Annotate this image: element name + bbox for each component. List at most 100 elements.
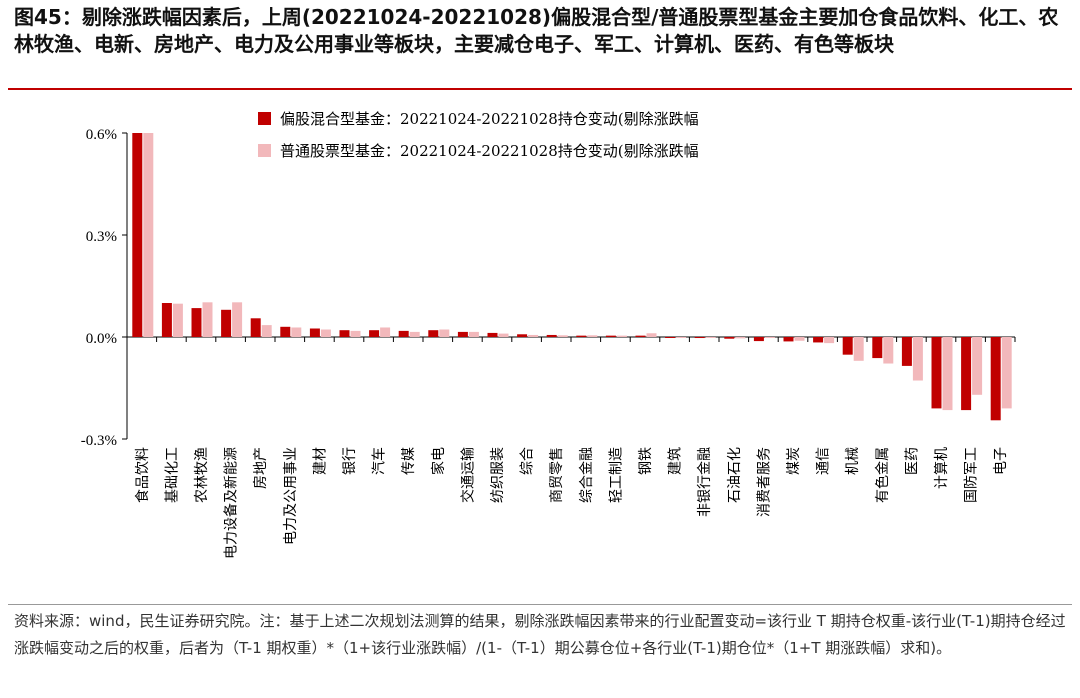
bar-series-2-8 xyxy=(380,327,390,337)
bar-series-1-1 xyxy=(162,303,172,337)
bar-series-2-5 xyxy=(291,327,301,337)
bar-series-2-20 xyxy=(735,337,745,338)
x-category-label: 建筑 xyxy=(668,447,684,475)
x-category-label: 纺织服装 xyxy=(490,447,506,503)
legend-swatch-series-1 xyxy=(258,112,271,125)
bar-series-1-5 xyxy=(280,327,290,337)
bar-series-1-0 xyxy=(132,133,142,337)
bar-series-1-28 xyxy=(961,337,971,410)
legend-label-series-1: 偏股混合型基金：20221024-20221028持仓变动(剔除涨跌幅 xyxy=(280,110,699,128)
bar-series-2-12 xyxy=(499,334,509,337)
bar-series-1-11 xyxy=(458,332,468,337)
bar-series-2-16 xyxy=(617,336,627,337)
x-category-label: 传媒 xyxy=(401,447,417,475)
bar-series-1-6 xyxy=(310,329,320,338)
y-tick-label: 0.0% xyxy=(86,331,117,347)
x-category-label: 房地产 xyxy=(253,447,269,489)
bar-series-1-4 xyxy=(251,318,261,337)
bar-series-2-9 xyxy=(410,332,420,337)
x-category-label: 通信 xyxy=(816,447,832,475)
bar-series-2-15 xyxy=(587,335,597,337)
bar-series-1-3 xyxy=(221,310,231,337)
legend-swatch-series-2 xyxy=(258,144,271,157)
bar-series-2-17 xyxy=(647,333,657,337)
bar-series-1-17 xyxy=(636,336,646,337)
bar-series-2-6 xyxy=(321,330,331,337)
legend: 偏股混合型基金：20221024-20221028持仓变动(剔除涨跌幅 普通股票… xyxy=(258,110,699,160)
x-category-label: 综合金融 xyxy=(579,447,595,503)
bar-series-2-1 xyxy=(173,304,183,337)
bar-chart: 0.6%0.3%0.0%-0.3%食品饮料 基础化工 农林牧渔 电力设备及新能源 房地产… xyxy=(0,90,1080,602)
bar-series-2-22 xyxy=(795,337,805,341)
bar-series-2-27 xyxy=(943,337,953,410)
bar-series-1-7 xyxy=(340,330,350,337)
x-category-label: 家电 xyxy=(430,447,447,475)
y-tick-label: 0.6% xyxy=(86,127,117,143)
y-tick-label: -0.3% xyxy=(81,433,117,449)
bar-series-1-15 xyxy=(576,336,586,337)
bar-series-2-14 xyxy=(558,335,568,337)
bar-series-2-18 xyxy=(676,337,686,338)
x-category-label: 农林牧渔 xyxy=(194,447,210,503)
bar-series-2-28 xyxy=(972,337,982,395)
x-category-label: 国防军工 xyxy=(964,447,980,503)
bar-series-1-25 xyxy=(872,337,882,358)
x-category-label: 石油石化 xyxy=(727,447,743,503)
bar-series-1-14 xyxy=(547,335,557,337)
x-category-label: 有色金属 xyxy=(874,447,891,503)
bar-series-1-24 xyxy=(843,337,853,355)
x-category-label: 商贸零售 xyxy=(549,447,565,503)
bar-series-2-3 xyxy=(232,302,242,337)
bar-series-1-26 xyxy=(902,337,912,366)
bar-series-2-10 xyxy=(439,330,449,337)
x-category-label: 电力设备及新能源 xyxy=(223,447,240,559)
bar-series-1-16 xyxy=(606,336,616,337)
bar-series-2-23 xyxy=(824,337,834,343)
x-category-label: 电力及公用事业 xyxy=(283,447,299,545)
x-category-label: 交通运输 xyxy=(459,447,476,503)
bar-series-2-24 xyxy=(854,337,864,361)
x-category-label: 煤炭 xyxy=(786,447,802,475)
legend-label-series-2: 普通股票型基金：20221024-20221028持仓变动(剔除涨跌幅 xyxy=(280,142,699,160)
bar-series-1-21 xyxy=(754,337,764,341)
x-category-label: 机械 xyxy=(845,447,861,475)
bar-series-2-29 xyxy=(1002,337,1012,408)
bar-series-2-19 xyxy=(706,337,716,338)
bar-series-1-27 xyxy=(932,337,942,408)
figure-title: 图45：剔除涨跌幅因素后，上周(20221024-20221028)偏股混合型/… xyxy=(14,4,1070,58)
x-category-label: 计算机 xyxy=(934,447,950,489)
bar-series-2-11 xyxy=(469,332,479,337)
x-category-label: 电子 xyxy=(993,447,1009,475)
bar-series-1-12 xyxy=(488,333,498,337)
bar-series-2-0 xyxy=(143,133,153,337)
bars-layer xyxy=(132,133,1011,420)
bar-series-1-10 xyxy=(428,330,438,337)
bar-series-1-9 xyxy=(399,331,409,337)
bar-series-1-13 xyxy=(517,334,527,337)
bar-series-2-21 xyxy=(765,337,775,338)
x-category-label: 食品饮料 xyxy=(134,447,151,503)
x-category-label: 钢铁 xyxy=(638,447,654,475)
x-category-label: 汽车 xyxy=(371,447,388,475)
bar-series-2-7 xyxy=(351,331,361,337)
x-category-label: 综合 xyxy=(520,447,536,475)
x-category-label: 建材 xyxy=(312,447,328,475)
bar-series-1-2 xyxy=(192,308,202,337)
bar-series-1-22 xyxy=(784,337,794,341)
labels-layer: 0.6% 0.3% 0.0% -0.3% 食品饮料 基础化工 农林牧渔 电力设备及新能源 房地产… xyxy=(81,127,1009,559)
x-category-label: 非银行金融 xyxy=(697,447,713,517)
bar-series-2-4 xyxy=(262,325,272,337)
y-tick-label: 0.3% xyxy=(86,229,117,245)
bar-series-1-18 xyxy=(665,337,675,338)
bar-series-1-8 xyxy=(369,330,379,337)
bar-series-1-19 xyxy=(695,337,705,338)
bar-series-2-2 xyxy=(203,302,213,337)
source-note: 资料来源：wind，民生证券研究院。注：基于上述二次规划法测算的结果，剔除涨跌幅… xyxy=(14,608,1072,662)
bar-series-1-23 xyxy=(813,337,823,342)
x-category-label: 消费者服务 xyxy=(756,447,772,517)
bar-series-2-25 xyxy=(883,337,893,364)
footer-divider xyxy=(8,604,1072,605)
bar-series-1-20 xyxy=(724,337,734,339)
bar-series-2-26 xyxy=(913,337,923,381)
bar-series-2-13 xyxy=(528,335,538,337)
